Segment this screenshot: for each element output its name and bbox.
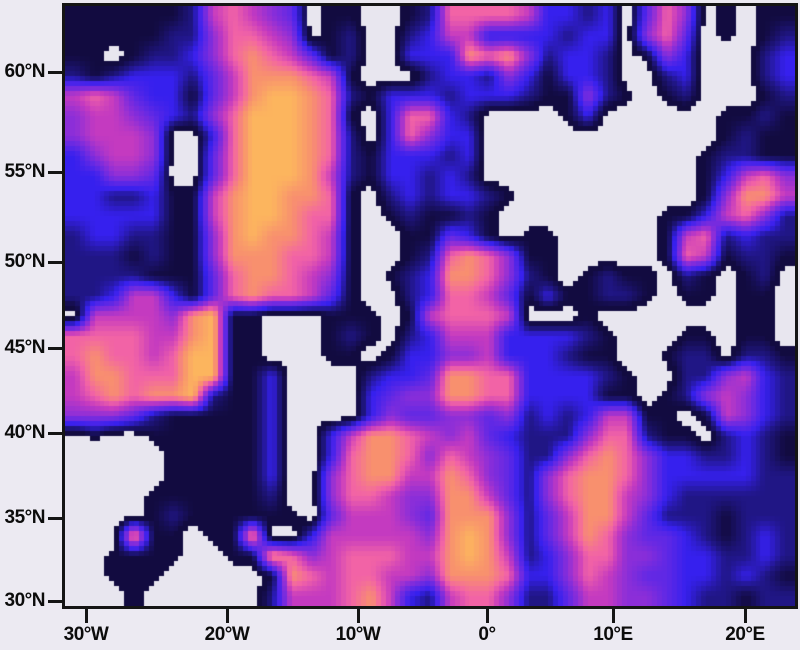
lat-tick-mark [48,170,62,174]
lat-tick-label: 45°N [4,337,46,358]
weather-heatmap-canvas [65,6,795,606]
lat-tick-mark [48,260,62,264]
lat-tick-label: 40°N [4,422,46,443]
lat-tick-mark [48,70,62,74]
lat-tick-label: 30°N [4,590,46,611]
map-plot-area [62,3,798,609]
lat-tick-label: 60°N [4,61,46,82]
lon-tick-label: 0° [478,624,496,645]
lon-tick-label: 20°E [725,624,765,645]
lat-tick-label: 55°N [4,161,46,182]
lon-tick-mark [84,609,88,623]
lon-tick-label: 30°W [63,624,109,645]
lon-tick-label: 10°E [593,624,633,645]
lon-tick-label: 10°W [335,624,381,645]
lon-tick-mark [743,609,747,623]
lon-tick-mark [356,609,360,623]
lat-tick-mark [48,516,62,520]
lon-tick-label: 20°W [204,624,250,645]
lat-tick-mark [48,431,62,435]
lat-tick-mark [48,599,62,603]
lat-tick-label: 50°N [4,251,46,272]
lon-tick-mark [611,609,615,623]
lon-tick-mark [485,609,489,623]
lat-tick-label: 35°N [4,507,46,528]
lon-tick-mark [225,609,229,623]
lat-tick-mark [48,346,62,350]
